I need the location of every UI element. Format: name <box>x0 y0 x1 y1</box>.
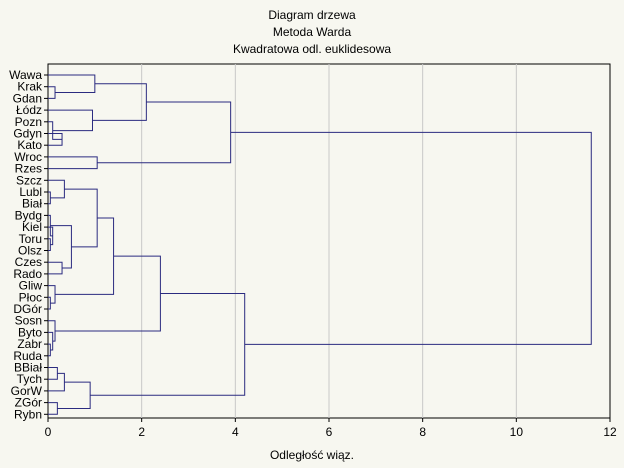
leaf-label: Wroc <box>14 150 42 164</box>
x-tick-label: 4 <box>232 425 239 439</box>
leaf-label: Krak <box>17 80 43 94</box>
leaf-label: Lubl <box>19 185 42 199</box>
leaf-label: Gdan <box>13 91 42 105</box>
leaf-label: Gliw <box>19 279 43 293</box>
x-tick-label: 8 <box>419 425 426 439</box>
leaf-label: Biał <box>22 197 42 211</box>
x-axis-title: Odległość wiąz. <box>269 448 355 462</box>
leaf-label: Ruda <box>13 349 42 363</box>
dendrogram-link <box>230 131 592 345</box>
leaf-label: Czes <box>15 255 42 269</box>
leaf-label: Sosn <box>15 314 42 328</box>
leaf-label: DGór <box>13 302 42 316</box>
leaf-label: Rzes <box>15 162 42 176</box>
leaf-label: Łódz <box>16 103 42 117</box>
leaf-label: Wawa <box>9 68 42 82</box>
chart-title-line-3: Kwadratowa odl. euklidesowa <box>232 42 392 56</box>
leaf-label: BBiał <box>14 361 42 375</box>
leaf-label: Bydg <box>15 208 42 222</box>
dendrogram-link <box>48 74 96 94</box>
leaf-label: Zabr <box>17 337 42 351</box>
leaf-label: Olsz <box>18 244 42 258</box>
leaf-label: Pozn <box>15 115 42 129</box>
dendrogram-link <box>48 331 54 351</box>
x-tick-label: 6 <box>326 425 333 439</box>
leaf-label: Gdyn <box>13 127 42 141</box>
dendrogram-link <box>48 121 63 140</box>
chart-title-line-1: Diagram drzewa <box>268 8 356 22</box>
leaf-label: Kiel <box>22 220 42 234</box>
x-tick-label: 10 <box>510 425 524 439</box>
x-tick-label: 12 <box>603 425 617 439</box>
leaf-label: Tych <box>17 372 42 386</box>
leaf-label: Rybn <box>14 407 42 421</box>
leaf-label: Toru <box>19 232 42 246</box>
leaf-label: Kato <box>17 138 42 152</box>
leaf-label: Szcz <box>16 173 42 187</box>
x-tick-label: 0 <box>45 425 52 439</box>
x-tick-label: 2 <box>138 425 145 439</box>
leaf-label: GorW <box>11 384 43 398</box>
leaf-label: Rado <box>13 267 42 281</box>
leaf-label: Byto <box>18 325 42 339</box>
chart-title-line-2: Metoda Warda <box>272 25 352 39</box>
leaf-label: ZGór <box>15 396 42 410</box>
leaf-label: Płoc <box>19 290 42 304</box>
